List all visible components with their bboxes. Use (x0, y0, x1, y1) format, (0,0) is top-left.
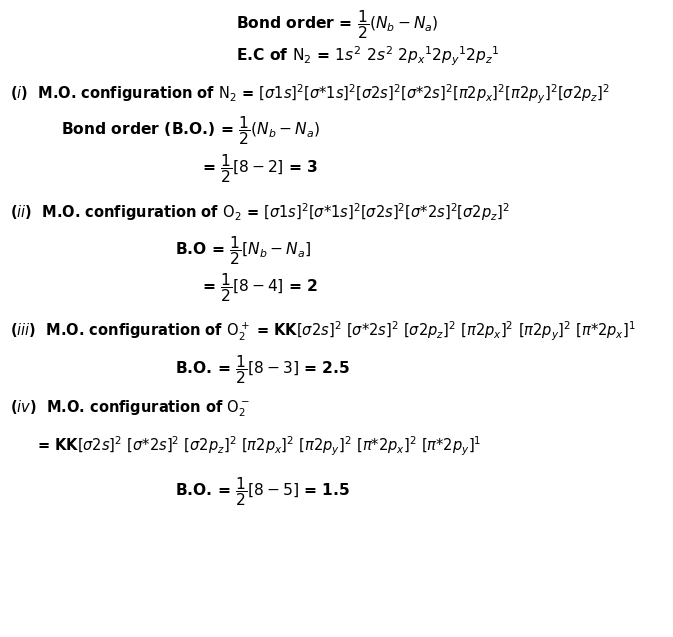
Text: = KK$[\sigma2s]^2$ $[\sigma{*}2s]^2$ $[\sigma2p_z]^2$ $[\pi2p_x]^2$ $[\pi2p_y]^2: = KK$[\sigma2s]^2$ $[\sigma{*}2s]^2$ $[\… (37, 434, 481, 457)
Text: = $\dfrac{1}{2}[8-4]$ = 2: = $\dfrac{1}{2}[8-4]$ = 2 (202, 271, 318, 304)
Text: B.O. = $\dfrac{1}{2}[8-5]$ = 1.5: B.O. = $\dfrac{1}{2}[8-5]$ = 1.5 (175, 475, 350, 508)
Text: Bond order = $\dfrac{1}{2}(N_b - N_a)$: Bond order = $\dfrac{1}{2}(N_b - N_a)$ (236, 8, 438, 41)
Text: E.C of $\mathrm{N_2}$ = $1s^2$ $2s^2$ $2p_x{^1}2p_y{^1}2p_z{^1}$: E.C of $\mathrm{N_2}$ = $1s^2$ $2s^2$ $2… (236, 45, 499, 68)
Text: ($ii$)  M.O. configuration of $\mathrm{O_2}$ = $[\sigma1s]^2[\sigma{*}1s]^2[\sig: ($ii$) M.O. configuration of $\mathrm{O_… (10, 201, 509, 223)
Text: ($iv$)  M.O. configuration of $\mathrm{O_2^-}$: ($iv$) M.O. configuration of $\mathrm{O_… (10, 399, 250, 419)
Text: B.O. = $\dfrac{1}{2}[8-3]$ = 2.5: B.O. = $\dfrac{1}{2}[8-3]$ = 2.5 (175, 353, 350, 386)
Text: ($i$)  M.O. configuration of $\mathrm{N_2}$ = $[\sigma1s]^2[\sigma{*}1s]^2[\sigm: ($i$) M.O. configuration of $\mathrm{N_2… (10, 83, 610, 106)
Text: B.O = $\dfrac{1}{2}[N_b - N_a]$: B.O = $\dfrac{1}{2}[N_b - N_a]$ (175, 234, 311, 267)
Text: Bond order (B.O.) = $\dfrac{1}{2}(N_b - N_a)$: Bond order (B.O.) = $\dfrac{1}{2}(N_b - … (61, 114, 320, 147)
Text: = $\dfrac{1}{2}[8-2]$ = 3: = $\dfrac{1}{2}[8-2]$ = 3 (202, 152, 318, 185)
Text: ($iii$)  M.O. configuration of $\mathrm{O_2^+}$ = KK$[\sigma2s]^2$ $[\sigma{*}2s: ($iii$) M.O. configuration of $\mathrm{O… (10, 320, 636, 343)
